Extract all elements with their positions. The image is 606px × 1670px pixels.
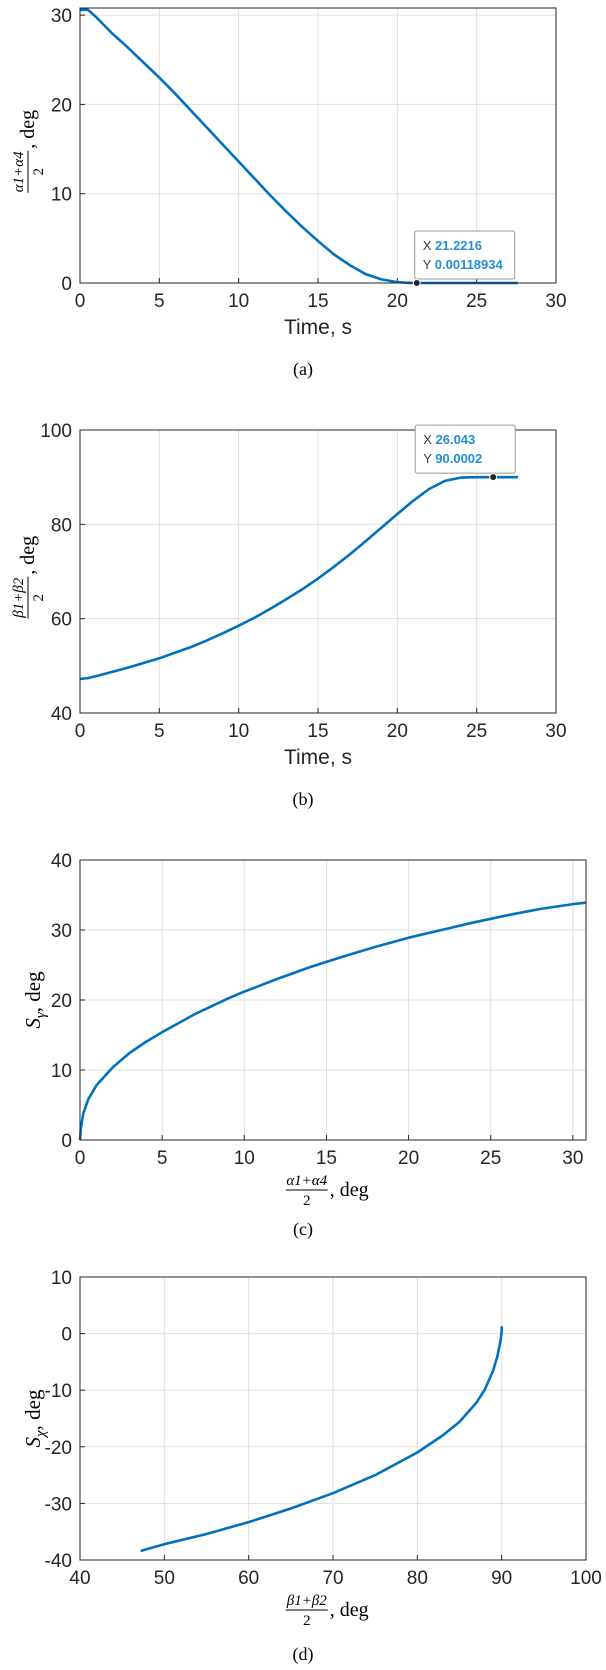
y-tick-label: -20	[45, 1438, 72, 1459]
datatip-y-row: Y 90.0002	[423, 451, 482, 466]
y-tick-label: 60	[51, 610, 72, 631]
chart-c: 0 5 10 15 20 25 30 0 10 20 30 40 α1+α4 2 , deg Sγ, deg (…	[21, 851, 587, 1240]
x-tick-label: 5	[154, 721, 165, 742]
datatip-marker	[412, 278, 421, 287]
x-tick-label: 20	[387, 291, 408, 312]
datatip-box	[414, 424, 516, 474]
chart-d: 40 50 60 70 80 90 100 -40 -30 -20 -10 0 10 β1+β2 2 , de…	[21, 1268, 602, 1665]
x-tick-label: 10	[228, 721, 249, 742]
x-tick-label: 10	[228, 291, 249, 312]
y-tick-label: 0	[61, 1131, 72, 1152]
y-axis-label: Sγ, deg	[21, 971, 49, 1029]
data-series-line	[79, 475, 518, 681]
x-tick-label: 25	[466, 721, 487, 742]
datatip-x-row: X 26.043	[423, 432, 475, 447]
x-tick-label: 0	[75, 1148, 86, 1169]
x-tick-label: 25	[466, 291, 487, 312]
x-tick-label: 0	[75, 291, 86, 312]
label-fraction-denominator: 2	[31, 168, 47, 176]
x-tick-label: 15	[307, 291, 328, 312]
x-tick-label: 30	[545, 721, 566, 742]
panel-caption: (a)	[293, 359, 313, 380]
x-axis-label: Time, s	[284, 316, 352, 339]
y-tick-label: 40	[51, 704, 72, 725]
label-fraction-numerator: α1+α4	[286, 1173, 327, 1189]
y-tick-label: 30	[51, 6, 72, 27]
label-fraction-numerator: α1+α4	[11, 151, 27, 192]
y-tick-label: 0	[61, 1325, 72, 1346]
x-axis-label: β1+β2 2 , deg	[286, 1593, 369, 1629]
x-tick-label: 20	[398, 1148, 419, 1169]
label-text: Sχ, deg	[21, 1389, 49, 1447]
label-fraction-denominator: 2	[303, 1193, 311, 1209]
y-tick-label: 0	[61, 274, 72, 295]
datatip-y-row: Y 0.00118934	[423, 257, 504, 272]
label-fraction-numerator: β1+β2	[11, 577, 27, 619]
label-suffix: , deg	[17, 110, 39, 149]
axes-box	[79, 7, 557, 284]
label-text: Sγ, deg	[21, 971, 49, 1029]
axes-box	[79, 1276, 587, 1561]
y-tick-label: -40	[45, 1551, 72, 1572]
x-tick-label: 60	[238, 1568, 259, 1589]
x-tick-label: 15	[307, 721, 328, 742]
chart-a: 0 5 10 15 20 25 30 0 10 20 30 Time, s α1+α4 2 , deg (a)…	[11, 6, 567, 380]
x-tick-label: 0	[75, 721, 86, 742]
x-tick-label: 50	[154, 1568, 175, 1589]
x-tick-label: 25	[480, 1148, 501, 1169]
y-tick-label: 10	[51, 1268, 72, 1289]
y-tick-label: -10	[45, 1381, 72, 1402]
x-axis-label: α1+α4 2 , deg	[285, 1173, 369, 1209]
y-tick-label: -30	[45, 1494, 72, 1515]
data-series-line	[78, 901, 587, 1141]
x-axis-label: Time, s	[284, 746, 352, 769]
panel-caption: (c)	[293, 1219, 313, 1240]
axes-box	[79, 429, 557, 714]
x-tick-label: 70	[322, 1568, 343, 1589]
x-tick-label: 5	[157, 1148, 168, 1169]
x-tick-label: 10	[234, 1148, 255, 1169]
panel-caption: (d)	[293, 1644, 314, 1665]
y-tick-label: 10	[51, 1061, 72, 1082]
y-axis-label: Sχ, deg	[21, 1389, 49, 1447]
panel-caption: (b)	[293, 789, 314, 810]
label-fraction-denominator: 2	[31, 594, 47, 602]
x-tick-label: 30	[562, 1148, 583, 1169]
label-suffix: , deg	[17, 536, 39, 575]
label-suffix: , deg	[330, 1179, 369, 1201]
datatip: X 21.2216 Y 0.00118934	[412, 230, 516, 287]
x-tick-label: 5	[154, 291, 165, 312]
datatip-box	[414, 230, 516, 280]
x-tick-label: 30	[545, 291, 566, 312]
y-tick-label: 20	[51, 991, 72, 1012]
y-axis-label: α1+α4 2 , deg	[11, 110, 47, 193]
x-tick-label: 80	[407, 1568, 428, 1589]
y-tick-label: 20	[51, 95, 72, 116]
y-tick-label: 40	[51, 851, 72, 872]
x-tick-label: 100	[570, 1568, 602, 1589]
y-tick-label: 30	[51, 921, 72, 942]
y-tick-label: 80	[51, 515, 72, 536]
y-axis-label: β1+β2 2 , deg	[11, 536, 47, 619]
label-fraction-numerator: β1+β2	[286, 1593, 328, 1609]
data-series-line	[140, 1326, 504, 1553]
y-tick-label: 10	[51, 185, 72, 206]
x-tick-label: 15	[316, 1148, 337, 1169]
x-tick-label: 40	[69, 1568, 90, 1589]
axes-box	[79, 859, 587, 1141]
label-suffix: , deg	[330, 1599, 369, 1621]
x-tick-label: 20	[387, 721, 408, 742]
chart-b: 0 5 10 15 20 25 30 40 60 80 100 Time, s β1+β2 2 , deg (…	[11, 421, 567, 810]
datatip-x-row: X 21.2216	[423, 238, 482, 253]
x-tick-label: 90	[491, 1568, 512, 1589]
datatip-marker	[489, 473, 498, 482]
datatip: X 26.043 Y 90.0002	[414, 424, 516, 482]
y-tick-label: 100	[40, 421, 72, 442]
label-fraction-denominator: 2	[303, 1613, 311, 1629]
